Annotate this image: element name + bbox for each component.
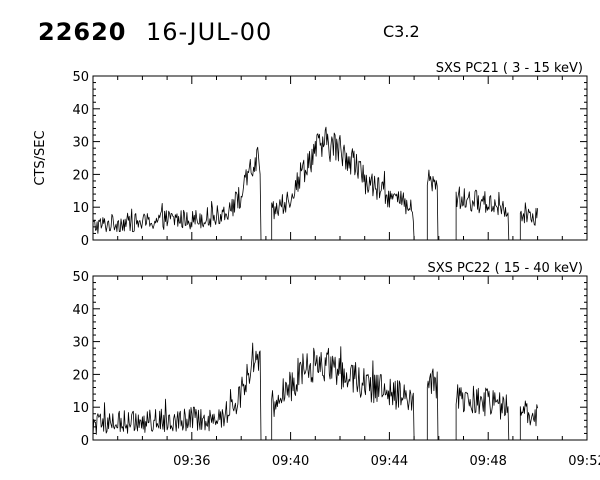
y-tick-label: 40 xyxy=(72,303,89,318)
y-tick-label: 0 xyxy=(81,234,89,249)
series-line xyxy=(92,126,538,241)
plot-frame xyxy=(92,75,588,241)
x-tick-label: 09:48 xyxy=(469,454,506,469)
y-tick-label: 50 xyxy=(72,70,89,85)
y-tick-label: 30 xyxy=(72,136,89,151)
panel-pc22: 0 10 20 30 40 50 09:36 09:40 09:44 09:48 09:52 SXS … xyxy=(72,261,600,469)
x-tick-label: 09:52 xyxy=(568,454,600,469)
event-date: 16-JUL-00 xyxy=(146,18,273,46)
panel-title: SXS PC22 ( 15 - 40 keV) xyxy=(427,261,583,276)
flare-class: C3.2 xyxy=(383,22,420,41)
x-tick-label: 09:40 xyxy=(272,454,309,469)
panel-title: SXS PC21 ( 3 - 15 keV) xyxy=(436,61,583,76)
y-tick-label: 10 xyxy=(72,201,89,216)
y-tick-label: 40 xyxy=(72,103,89,118)
y-tick-label: 10 xyxy=(72,401,89,416)
y-tick-label: 0 xyxy=(81,434,89,449)
y-axis-label: CTS/SEC xyxy=(33,130,48,185)
y-tick-label: 50 xyxy=(72,270,89,285)
x-tick-label: 09:36 xyxy=(173,454,210,469)
panel-pc21: 0 10 20 30 40 50 SXS PC21 ( 3 - 15 keV) CTS/SEC xyxy=(33,61,588,249)
y-tick-label: 20 xyxy=(72,368,89,383)
y-tick-label: 30 xyxy=(72,336,89,351)
event-id: 22620 xyxy=(38,18,127,46)
series-line xyxy=(92,342,538,441)
x-tick-label: 09:44 xyxy=(371,454,408,469)
y-tick-label: 20 xyxy=(72,168,89,183)
plot-frame xyxy=(92,275,588,441)
